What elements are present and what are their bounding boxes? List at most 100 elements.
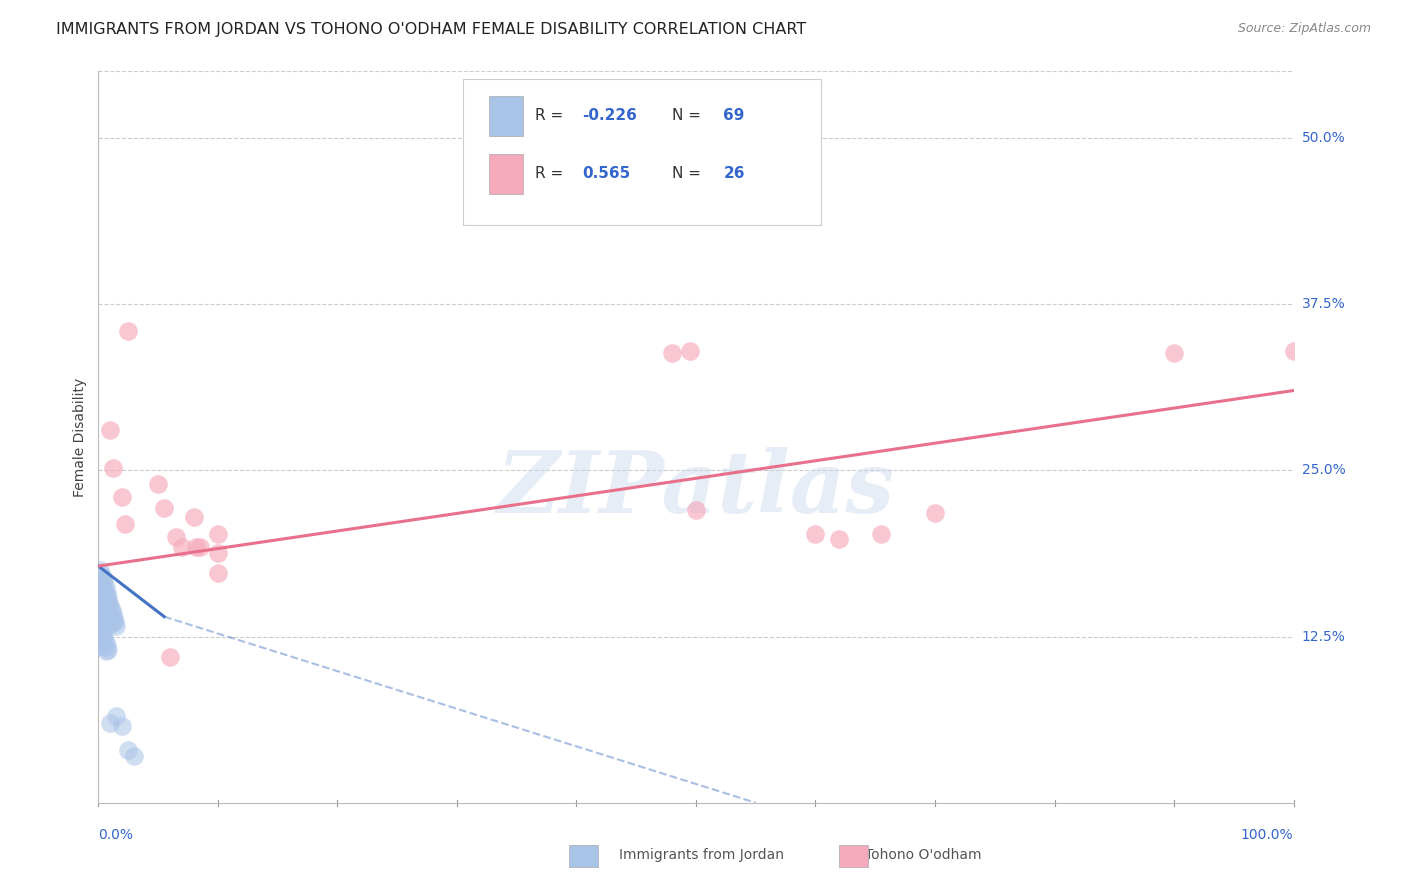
Point xyxy=(89,630,111,644)
Y-axis label: Female Disability: Female Disability xyxy=(73,377,87,497)
Point xyxy=(103,611,125,625)
Point xyxy=(93,619,115,633)
Point xyxy=(91,570,114,584)
Point xyxy=(98,606,121,620)
Point xyxy=(679,343,702,358)
Point xyxy=(165,530,187,544)
Point xyxy=(124,749,146,764)
Text: Source: ZipAtlas.com: Source: ZipAtlas.com xyxy=(1237,22,1371,36)
Point xyxy=(91,636,114,650)
Point xyxy=(117,324,139,338)
Point xyxy=(153,500,176,515)
Point xyxy=(97,590,120,604)
Point xyxy=(97,608,120,623)
Point xyxy=(111,719,134,733)
Point xyxy=(90,576,112,591)
Text: 69: 69 xyxy=(724,109,745,123)
Point xyxy=(98,614,121,628)
Point xyxy=(94,599,117,613)
Point xyxy=(96,595,118,609)
Point xyxy=(96,639,118,653)
Text: IMMIGRANTS FROM JORDAN VS TOHONO O'ODHAM FEMALE DISABILITY CORRELATION CHART: IMMIGRANTS FROM JORDAN VS TOHONO O'ODHAM… xyxy=(56,22,807,37)
Point xyxy=(91,588,114,602)
Text: Tohono O'odham: Tohono O'odham xyxy=(865,847,981,862)
Point xyxy=(1282,343,1305,358)
Point xyxy=(1163,346,1185,360)
Point xyxy=(93,640,115,655)
Point xyxy=(89,639,111,653)
Point xyxy=(105,709,128,723)
Point xyxy=(93,631,115,645)
Point xyxy=(90,567,112,582)
Point xyxy=(96,585,118,599)
Point xyxy=(96,603,118,617)
FancyBboxPatch shape xyxy=(489,95,523,136)
Point xyxy=(114,516,136,531)
Text: ZIPatlas: ZIPatlas xyxy=(496,447,896,530)
Point xyxy=(91,590,114,604)
Point xyxy=(111,490,134,504)
Point xyxy=(148,476,170,491)
Point xyxy=(159,649,181,664)
Text: 25.0%: 25.0% xyxy=(1302,463,1346,477)
Point xyxy=(685,503,707,517)
Point xyxy=(93,576,115,591)
Point xyxy=(94,590,117,604)
Point xyxy=(117,742,139,756)
Point xyxy=(186,541,208,555)
Point xyxy=(91,623,114,637)
Point xyxy=(100,603,122,617)
Point xyxy=(93,603,115,617)
Point xyxy=(98,599,122,613)
Point xyxy=(924,506,946,520)
Point xyxy=(91,579,114,593)
Point xyxy=(101,460,124,475)
Point xyxy=(207,546,229,560)
Point xyxy=(828,533,851,547)
Point xyxy=(172,541,194,555)
Text: -0.226: -0.226 xyxy=(582,109,637,123)
Text: R =: R = xyxy=(534,109,568,123)
Point xyxy=(91,573,114,587)
Point xyxy=(90,585,112,599)
Point xyxy=(101,607,124,621)
Point xyxy=(89,563,111,577)
Text: Immigrants from Jordan: Immigrants from Jordan xyxy=(619,847,783,862)
Point xyxy=(91,599,114,613)
Point xyxy=(98,608,122,623)
Text: 12.5%: 12.5% xyxy=(1302,630,1346,643)
Point xyxy=(91,582,114,596)
Point xyxy=(804,527,827,541)
Point xyxy=(94,580,117,594)
FancyBboxPatch shape xyxy=(463,78,821,225)
Point xyxy=(98,596,121,610)
Point xyxy=(101,616,124,631)
Text: 100.0%: 100.0% xyxy=(1241,828,1294,842)
Point xyxy=(870,527,893,541)
Text: 50.0%: 50.0% xyxy=(1302,131,1346,145)
Point xyxy=(93,593,115,607)
Point xyxy=(661,346,683,360)
Point xyxy=(97,616,120,631)
Point xyxy=(90,625,112,640)
Point xyxy=(100,612,122,626)
Point xyxy=(98,424,122,438)
Text: N =: N = xyxy=(672,166,706,181)
Point xyxy=(94,635,117,649)
Point xyxy=(91,627,114,641)
Point xyxy=(90,593,112,607)
Point xyxy=(89,573,111,587)
Text: 0.0%: 0.0% xyxy=(98,828,134,842)
Point xyxy=(93,585,115,599)
Point xyxy=(91,615,114,629)
Point xyxy=(589,184,612,198)
Text: N =: N = xyxy=(672,109,706,123)
Point xyxy=(188,541,211,555)
Point xyxy=(104,615,127,629)
Point xyxy=(94,615,117,629)
FancyBboxPatch shape xyxy=(489,153,523,194)
Point xyxy=(91,604,114,618)
Point xyxy=(98,716,122,731)
Text: 37.5%: 37.5% xyxy=(1302,297,1346,311)
Point xyxy=(90,635,112,649)
